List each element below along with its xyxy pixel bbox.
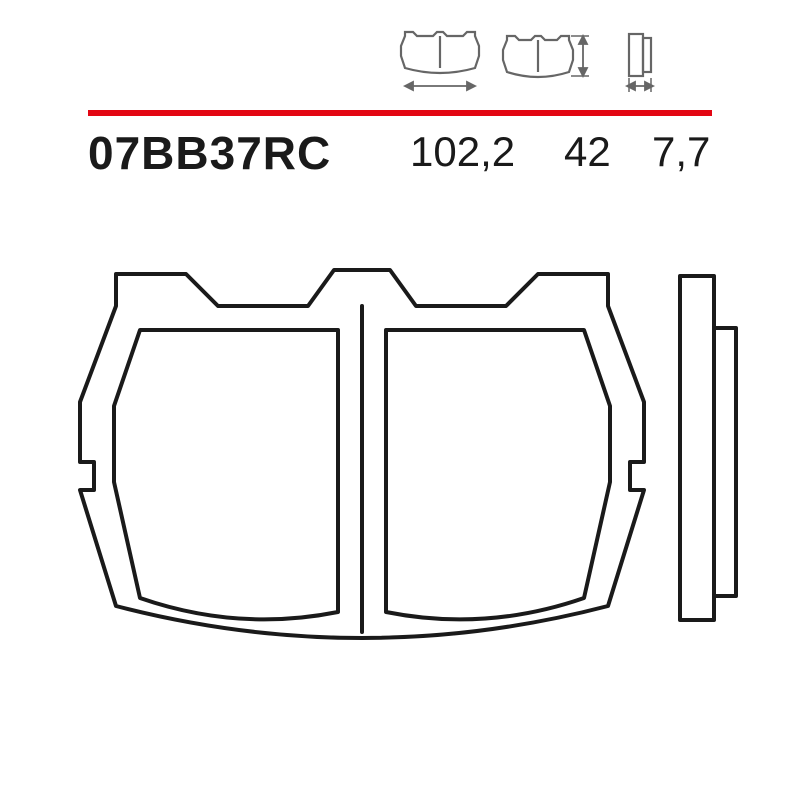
- dimension-icons-row: [395, 28, 677, 96]
- height-dimension-icon: [501, 28, 591, 96]
- dimension-thickness-value: 7,7: [652, 128, 710, 176]
- part-number: 07BB37RC: [88, 126, 331, 180]
- accent-divider: [88, 110, 712, 116]
- technical-drawing: [68, 230, 738, 680]
- spec-sheet: 07BB37RC 102,2 42 7,7: [0, 0, 800, 800]
- dimension-height-value: 42: [564, 128, 611, 176]
- dimension-width-value: 102,2: [410, 128, 515, 176]
- width-dimension-icon: [395, 28, 485, 96]
- thickness-dimension-icon: [607, 28, 677, 96]
